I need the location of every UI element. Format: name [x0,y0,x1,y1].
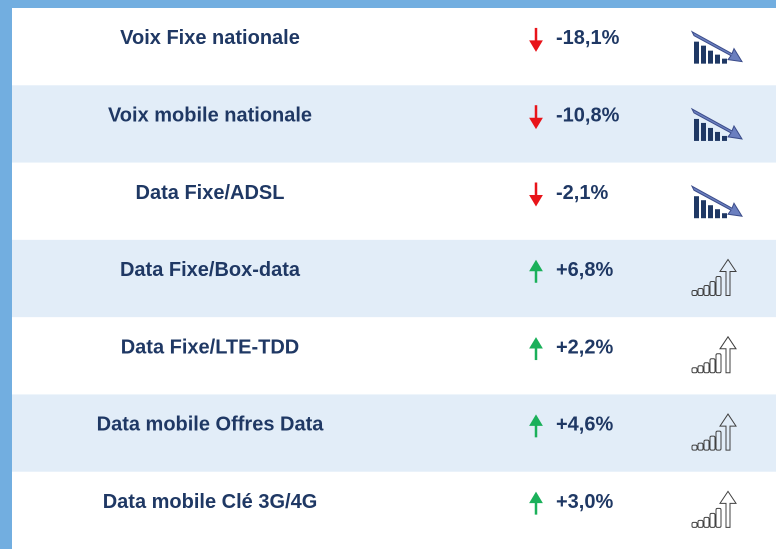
up-arrow [529,491,543,515]
icon-bar [709,512,716,528]
icon-bar [708,205,713,219]
icon-bar [715,276,722,297]
row-label: Data Fixe/Box-data [120,259,301,281]
arrow-head [529,414,543,426]
icon-bar [709,281,716,297]
icon-bar [691,367,698,374]
row-label: Voix mobile nationale [108,104,312,126]
row-label: Data Fixe/LTE-TDD [121,336,300,358]
top-border [0,0,776,8]
trend-up-icon [691,335,737,374]
icon-arrow [690,107,743,140]
icon-bar [715,353,722,374]
up-arrow [529,259,543,283]
icon-bar [722,213,727,219]
trend-up-icon [691,490,737,528]
arrow-head [529,40,543,52]
row-change: +4,6% [556,414,613,436]
icon-bar [709,435,716,451]
row-change: -18,1% [556,27,620,49]
arrow-head [529,194,543,207]
trend-down-icon [690,107,743,141]
icon-bar [694,196,699,219]
icon-arrow [690,30,743,63]
row-label: Data mobile Clé 3G/4G [103,491,318,513]
icon-bar [715,507,722,528]
icon-bar [703,285,710,297]
icon-bar [701,45,706,64]
icon-bar [715,54,720,64]
icon-bar [697,365,704,374]
icon-bar [697,519,704,528]
icon-bar [722,58,727,64]
row-background [12,394,776,472]
row-label: Data mobile Offres Data [97,414,325,436]
icon-bar [691,290,698,297]
arrow-head [529,491,543,504]
trend-down-icon [690,30,743,64]
row-change: +2,2% [556,336,613,358]
icon-bar [701,122,706,141]
trend-up-icon [691,413,737,451]
icon-bar [694,41,699,64]
up-arrow [529,414,543,438]
row-change: -10,8% [556,104,620,126]
icon-bar [697,288,704,297]
icon-bar [703,439,710,451]
down-arrow [529,182,543,207]
arrow-head [529,337,543,349]
icon-bar [715,209,720,219]
icon-bar [708,50,713,64]
row-change: -2,1% [556,182,608,204]
icon-arrow [690,185,743,217]
arrow-head [529,117,543,130]
icon-bar [697,442,704,451]
icon-bar [708,127,713,141]
row-label: Voix Fixe nationale [120,27,300,49]
icon-bar [701,200,706,219]
icon-bar [694,118,699,141]
down-arrow [529,27,543,52]
icon-bar [709,358,716,374]
icon-bar [691,521,698,528]
up-arrow [529,337,543,361]
icon-bar [715,430,722,451]
icon-bar [703,362,710,374]
icon-bar [691,444,698,451]
icon-bar [722,135,727,141]
icon-bar [715,131,720,141]
row-background [12,85,776,163]
row-background [12,239,776,318]
row-change: +6,8% [556,259,613,281]
row-change: +3,0% [556,491,613,513]
row-label: Data Fixe/ADSL [136,182,285,204]
left-border [0,0,12,549]
arrow-head [529,259,543,272]
icon-arrow [719,490,737,528]
trend-up-icon [691,258,737,297]
trend-down-icon [690,185,743,219]
icon-arrow [719,413,737,451]
icon-arrow [719,335,737,374]
icon-arrow [719,258,737,297]
down-arrow [529,105,543,130]
icon-bar [703,516,710,528]
